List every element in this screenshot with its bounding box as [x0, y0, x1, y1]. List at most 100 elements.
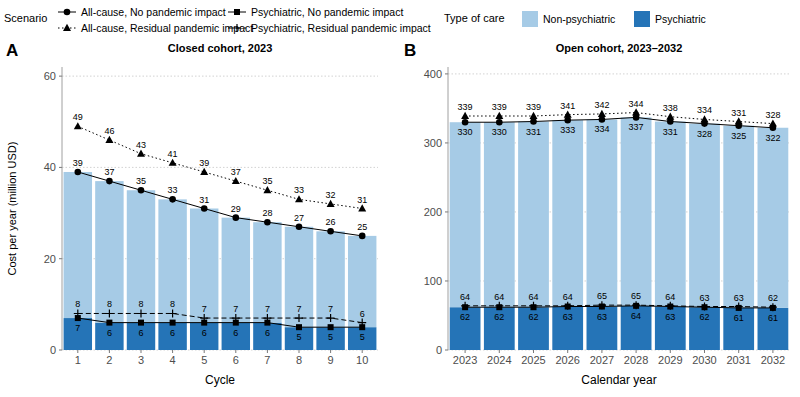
- bar: [285, 227, 313, 327]
- data-label: 322: [765, 133, 780, 143]
- marker: [462, 119, 469, 126]
- data-label: 6: [265, 328, 270, 338]
- marker: [564, 302, 572, 310]
- y-tick-label: 40: [44, 161, 56, 173]
- marker: [137, 309, 145, 317]
- marker: [170, 320, 176, 326]
- data-label: 64: [563, 292, 573, 302]
- bar: [655, 122, 686, 307]
- x-tick-label: 4: [170, 354, 176, 366]
- data-label: 6: [138, 328, 143, 338]
- marker: [564, 117, 571, 124]
- x-tick-label: 5: [201, 354, 207, 366]
- data-label: 64: [460, 292, 470, 302]
- marker: [461, 302, 469, 310]
- data-label: 341: [560, 101, 575, 111]
- legend-label: Psychiatric: [655, 13, 706, 25]
- data-label: 35: [262, 176, 272, 186]
- marker: [106, 178, 113, 185]
- x-tick-label: 2024: [487, 354, 511, 366]
- x-tick-label: 2029: [658, 354, 682, 366]
- marker: [598, 110, 606, 117]
- x-tick-label: 10: [356, 354, 368, 366]
- bar: [518, 122, 549, 308]
- x-axis-title: Cycle: [205, 373, 235, 387]
- data-label: 32: [326, 190, 336, 200]
- marker: [495, 112, 503, 119]
- y-tick: [445, 350, 448, 351]
- data-label: 29: [231, 204, 241, 214]
- data-label: 41: [168, 149, 178, 159]
- y-tick-label: 60: [44, 70, 56, 82]
- data-label: 7: [296, 304, 301, 314]
- marker: [75, 169, 82, 176]
- x-tick: [141, 350, 142, 353]
- marker: [632, 108, 640, 115]
- marker: [359, 233, 366, 240]
- x-tick-label: 2032: [761, 354, 785, 366]
- marker: [632, 301, 640, 309]
- data-label: 7: [233, 304, 238, 314]
- data-label: 64: [665, 292, 675, 302]
- marker: [105, 309, 113, 317]
- data-label: 64: [631, 311, 641, 321]
- data-label: 39: [199, 158, 209, 168]
- x-tick: [704, 350, 705, 353]
- data-label: 7: [265, 304, 270, 314]
- bar: [518, 307, 549, 350]
- data-label: 5: [360, 332, 365, 342]
- marker: [169, 309, 177, 317]
- data-label: 7: [202, 304, 207, 314]
- y-tick: [445, 280, 448, 281]
- y-tick: [445, 73, 448, 74]
- x-tick-label: 3: [138, 354, 144, 366]
- x-tick: [267, 350, 268, 353]
- panel: AClosed cohort, 20230204060Cost per year…: [6, 41, 378, 387]
- marker: [296, 223, 303, 230]
- y-tick-label: 100: [424, 275, 442, 287]
- data-label: 338: [663, 103, 678, 113]
- data-label: 8: [138, 299, 143, 309]
- bar: [222, 218, 250, 323]
- marks: [450, 108, 789, 350]
- x-tick: [109, 350, 110, 353]
- marker: [295, 195, 303, 202]
- bar: [758, 128, 789, 308]
- x-tick-label: 2028: [624, 354, 648, 366]
- bar: [655, 307, 686, 350]
- y-tick: [445, 142, 448, 143]
- x-tick: [499, 350, 500, 353]
- marker: [701, 115, 709, 122]
- data-label: 6: [202, 328, 207, 338]
- marker: [106, 320, 112, 326]
- marker: [496, 119, 503, 126]
- data-label: 43: [136, 140, 146, 150]
- panel-title: Closed cohort, 2023: [168, 42, 273, 54]
- bar: [484, 122, 515, 307]
- line: [78, 172, 362, 236]
- data-label: 62: [768, 293, 778, 303]
- data-label: 333: [560, 125, 575, 135]
- data-label: 61: [734, 313, 744, 323]
- marker: [169, 196, 176, 203]
- line: [78, 313, 362, 322]
- y-axis-line: [448, 67, 449, 350]
- marker: [327, 200, 335, 207]
- legend-title: Scenario: [4, 12, 47, 24]
- line: [78, 318, 362, 327]
- data-labels: 3937353331292827262549464341393735333231…: [73, 112, 367, 342]
- bar: [689, 307, 720, 350]
- marker: [138, 320, 144, 326]
- line: [465, 113, 773, 124]
- bar: [723, 308, 754, 350]
- data-label: 5: [296, 332, 301, 342]
- bar: [484, 307, 515, 350]
- marker: [200, 314, 208, 322]
- x-tick-label: 2023: [453, 354, 477, 366]
- data-label: 65: [631, 291, 641, 301]
- data-label: 35: [136, 176, 146, 186]
- y-axis-title: Cost per year (million USD): [6, 142, 18, 276]
- legend-key: [634, 11, 650, 27]
- x-tick-label: 8: [296, 354, 302, 366]
- y-tick: [59, 167, 62, 168]
